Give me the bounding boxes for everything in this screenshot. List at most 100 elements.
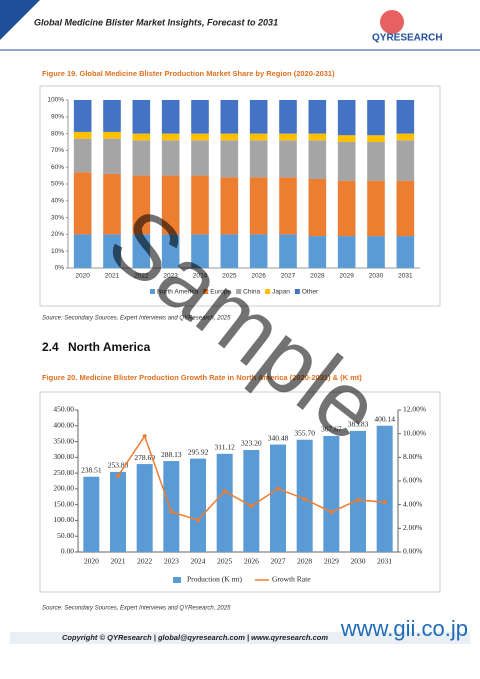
chart-2: 0.00 50.00 100.00 150.00 200.00 250.00 300.00 3… [53, 405, 426, 584]
value-label: 278.69 [134, 453, 155, 462]
line-marker [356, 497, 360, 502]
line-marker [382, 500, 387, 505]
legend-label: Growth Rate [272, 575, 311, 584]
bar-segment [308, 178, 327, 237]
bar-segment [308, 236, 327, 268]
value-label: 340.48 [268, 433, 289, 442]
x-tick-label: 2022 [134, 273, 149, 280]
y-tick-label: 10% [51, 248, 64, 255]
y-tick-label: 400.00 [53, 420, 74, 429]
bar-segment [308, 140, 327, 179]
y-tick-label: 30% [51, 214, 64, 221]
line-marker [276, 486, 280, 491]
bar-segment [249, 140, 268, 178]
legend-swatch [294, 289, 300, 294]
legend-swatch [265, 289, 271, 294]
value-label: 253.83 [108, 461, 129, 470]
bar-segment [132, 175, 151, 235]
y-tick-label: 90% [51, 114, 64, 121]
bar-segment [337, 100, 356, 136]
bar-segment [279, 100, 297, 134]
bar-segment [279, 177, 297, 235]
line-marker [116, 474, 120, 479]
y-tick-label: 300.00 [53, 452, 74, 461]
legend-swatch [173, 577, 181, 583]
bar-segment [191, 175, 209, 235]
bar-segment [220, 140, 239, 178]
x-tick-label: 2030 [369, 273, 384, 280]
x-tick-label: 2030 [351, 557, 366, 566]
section-number: 2.4 [42, 340, 59, 354]
bar-segment [161, 140, 180, 176]
bar-segment [279, 133, 297, 141]
chart-1: 0% 10% 20% 30% 40% 50% 60% 70% 80% 90% 100% 2020 202… [47, 97, 420, 296]
bar-segment [103, 131, 121, 139]
bar-segment [279, 140, 297, 178]
x-tick-label: 2021 [111, 557, 126, 566]
value-label: 355.70 [294, 428, 315, 437]
figure-caption: Figure 19. Global Medicine Blister Produ… [42, 69, 335, 78]
bar-segment [73, 100, 92, 132]
y-tick-label: 60% [51, 164, 64, 171]
x-tick-label: 2023 [163, 273, 178, 280]
bar-segment [308, 100, 327, 134]
x-tick-label: 2026 [244, 557, 259, 566]
bar-segment [249, 100, 268, 134]
logo-globe [380, 10, 404, 34]
value-label: 400.14 [374, 414, 395, 423]
bar-segment [249, 133, 268, 141]
bar [110, 471, 126, 552]
y-tick-label: 0% [55, 265, 65, 272]
bar-segment [279, 234, 297, 268]
bar-segment [161, 175, 180, 235]
y2-tick-label: 2.00% [403, 523, 422, 532]
bar-segment [367, 100, 385, 136]
x-tick-label: 2031 [377, 557, 392, 566]
legend-label: Other [302, 289, 319, 296]
footer-copyright: Copyright © QYResearch | global@qyresear… [62, 633, 328, 642]
legend-label: Europe [210, 289, 231, 296]
bar [350, 430, 366, 552]
bar-segment [308, 133, 327, 141]
y-tick-label: 0.00 [61, 547, 74, 556]
bar [323, 435, 340, 552]
line-marker [222, 489, 227, 494]
y-tick-label: 100% [47, 97, 64, 104]
bar-segment [220, 234, 239, 268]
bar [376, 425, 393, 552]
line-marker [302, 497, 307, 502]
section-title: North America [68, 340, 151, 354]
logo: QYRESEARCH [372, 33, 443, 44]
y2-tick-label: 8.00% [403, 452, 422, 461]
bar-segment [73, 138, 92, 173]
x-tick-label: 2024 [193, 273, 208, 280]
source: Source: Secondary Sources, Expert Interv… [42, 606, 231, 612]
footer-site: www.gii.co.jp [340, 616, 468, 641]
bar-segment [103, 138, 121, 174]
bar-segment [367, 135, 385, 142]
bar-segment [396, 133, 415, 141]
legend-swatch [203, 289, 209, 294]
footer-band [10, 632, 470, 644]
x-tick-label: 2028 [297, 557, 312, 566]
bar-segment [191, 133, 209, 141]
line-marker [249, 504, 254, 509]
value-label: 367.67 [321, 425, 342, 434]
y-tick-label: 200.00 [53, 484, 74, 493]
x-tick-label: 2026 [251, 273, 266, 280]
x-tick-label: 2025 [222, 273, 237, 280]
line-marker [142, 434, 147, 439]
bar-segment [191, 100, 209, 134]
y-tick-label: 20% [51, 231, 64, 238]
y-tick-label: 50.00 [57, 531, 74, 540]
value-label: 295.92 [188, 447, 209, 456]
bar [190, 458, 206, 552]
bar [136, 464, 153, 552]
bar-segment [161, 100, 180, 134]
y-tick-label: 50% [51, 181, 64, 188]
bar-segment [220, 133, 239, 141]
x-tick-label: 2024 [191, 557, 206, 566]
legend-label: China [243, 289, 260, 296]
